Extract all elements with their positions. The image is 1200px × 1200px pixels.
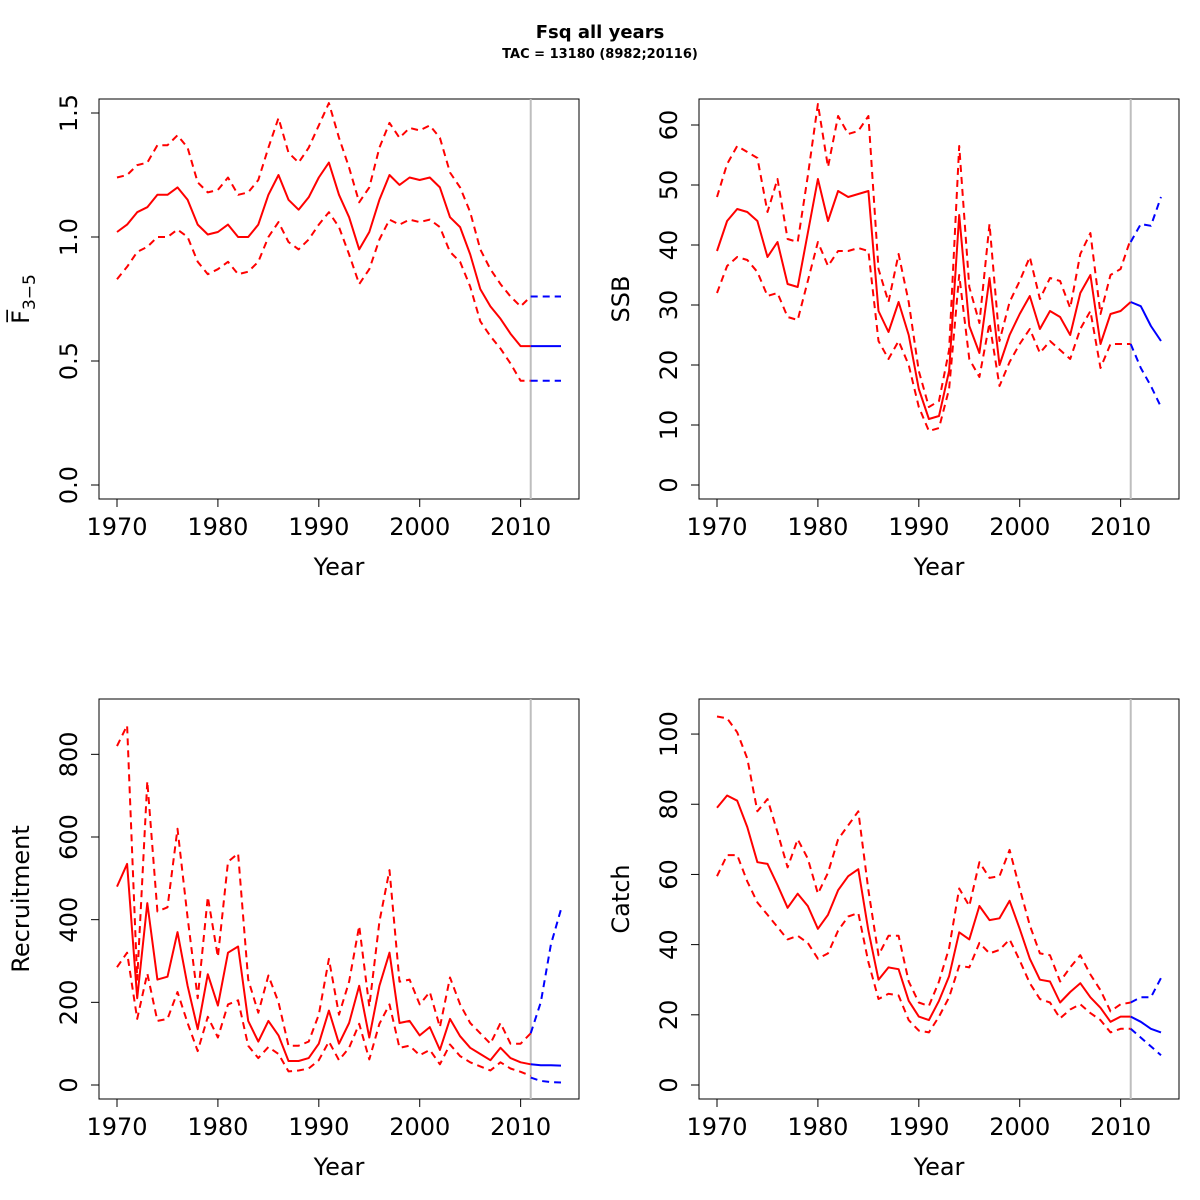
page-subtitle: TAC = 13180 (8982;20116) xyxy=(502,47,698,62)
historic-lower-ci-line xyxy=(716,854,1131,1034)
y-tick-label: 0.0 xyxy=(55,466,83,504)
x-tick-label: 2000 xyxy=(989,1113,1050,1141)
y-tick-label: 0 xyxy=(655,1077,683,1092)
y-tick-label: 1.0 xyxy=(55,218,83,256)
historic-estimate-line xyxy=(116,862,531,1066)
historic-upper-ci-line xyxy=(716,715,1131,1013)
x-tick-label: 2000 xyxy=(389,1113,450,1141)
x-tick-label: 1980 xyxy=(187,513,248,541)
page-title: Fsq all years xyxy=(535,22,665,43)
x-tick-label: 2010 xyxy=(1090,1113,1151,1141)
historic-estimate-line xyxy=(116,161,531,348)
y-tick-label: 200 xyxy=(55,979,83,1025)
historic-lower-ci-line xyxy=(116,211,531,382)
forecast-lower-ci-line xyxy=(1130,1028,1162,1056)
historic-upper-ci-line xyxy=(716,103,1132,408)
historic-estimate-line xyxy=(716,794,1131,1023)
x-axis-title: Year xyxy=(913,1153,965,1181)
y-axis-title: F̅3−5 xyxy=(6,274,40,324)
y-axis-title: Recruitment xyxy=(7,825,35,972)
x-tick-label: 1990 xyxy=(288,1113,349,1141)
y-tick-label: 20 xyxy=(655,1000,683,1031)
x-tick-label: 1990 xyxy=(888,1113,949,1141)
y-tick-label: 0 xyxy=(655,477,683,492)
x-tick-label: 1970 xyxy=(86,1113,147,1141)
y-tick-label: 50 xyxy=(655,170,683,201)
y-axis-title-main: F̅ xyxy=(6,309,35,324)
x-tick-label: 1980 xyxy=(787,513,848,541)
y-tick-label: 80 xyxy=(655,789,683,820)
forecast-estimate-line xyxy=(530,1063,562,1067)
x-tick-label: 2010 xyxy=(490,1113,551,1141)
x-tick-label: 2010 xyxy=(1090,513,1151,541)
y-tick-label: 0.5 xyxy=(55,342,83,380)
x-tick-label: 1970 xyxy=(686,1113,747,1141)
x-tick-label: 1980 xyxy=(187,1113,248,1141)
x-tick-label: 2010 xyxy=(490,513,551,541)
y-tick-label: 800 xyxy=(55,731,83,777)
x-axis-title: Year xyxy=(313,553,365,581)
forecast-estimate-line xyxy=(1130,301,1162,342)
y-axis-title-subscript: 3−5 xyxy=(20,274,40,310)
x-axis-title: Year xyxy=(313,1153,365,1181)
historic-lower-ci-line xyxy=(116,951,532,1077)
y-tick-label: 60 xyxy=(655,110,683,141)
y-tick-label: 0 xyxy=(55,1077,83,1092)
forecast-lower-ci-line xyxy=(1129,343,1162,408)
plot-frame xyxy=(698,698,1180,1100)
y-tick-label: 40 xyxy=(655,929,683,960)
x-tick-label: 1990 xyxy=(888,513,949,541)
y-tick-label: 100 xyxy=(655,711,683,757)
y-tick-label: 400 xyxy=(55,897,83,943)
historic-upper-ci-line xyxy=(116,102,532,308)
historic-upper-ci-line xyxy=(116,724,532,1047)
y-tick-label: 20 xyxy=(655,350,683,381)
forecast-estimate-line xyxy=(1130,1015,1162,1034)
x-tick-label: 1970 xyxy=(86,513,147,541)
y-tick-label: 1.5 xyxy=(55,94,83,132)
x-tick-label: 1980 xyxy=(787,1113,848,1141)
y-tick-label: 60 xyxy=(655,859,683,890)
x-tick-label: 1990 xyxy=(288,513,349,541)
y-axis-title: Catch xyxy=(607,864,635,933)
forecast-lower-ci-line xyxy=(530,1076,562,1084)
x-axis-title: Year xyxy=(913,553,965,581)
y-tick-label: 40 xyxy=(655,230,683,261)
x-tick-label: 2000 xyxy=(389,513,450,541)
forecast-upper-ci-line xyxy=(1130,977,1162,1004)
y-tick-label: 600 xyxy=(55,814,83,860)
y-tick-label: 10 xyxy=(655,410,683,441)
historic-lower-ci-line xyxy=(716,241,1131,432)
y-tick-label: 30 xyxy=(655,290,683,321)
forecast-upper-ci-line xyxy=(529,909,562,1034)
x-tick-label: 2000 xyxy=(989,513,1050,541)
forecast-upper-ci-line xyxy=(1129,196,1162,243)
y-axis-title: SSB xyxy=(607,276,635,323)
x-tick-label: 1970 xyxy=(686,513,747,541)
historic-estimate-line xyxy=(716,178,1132,420)
